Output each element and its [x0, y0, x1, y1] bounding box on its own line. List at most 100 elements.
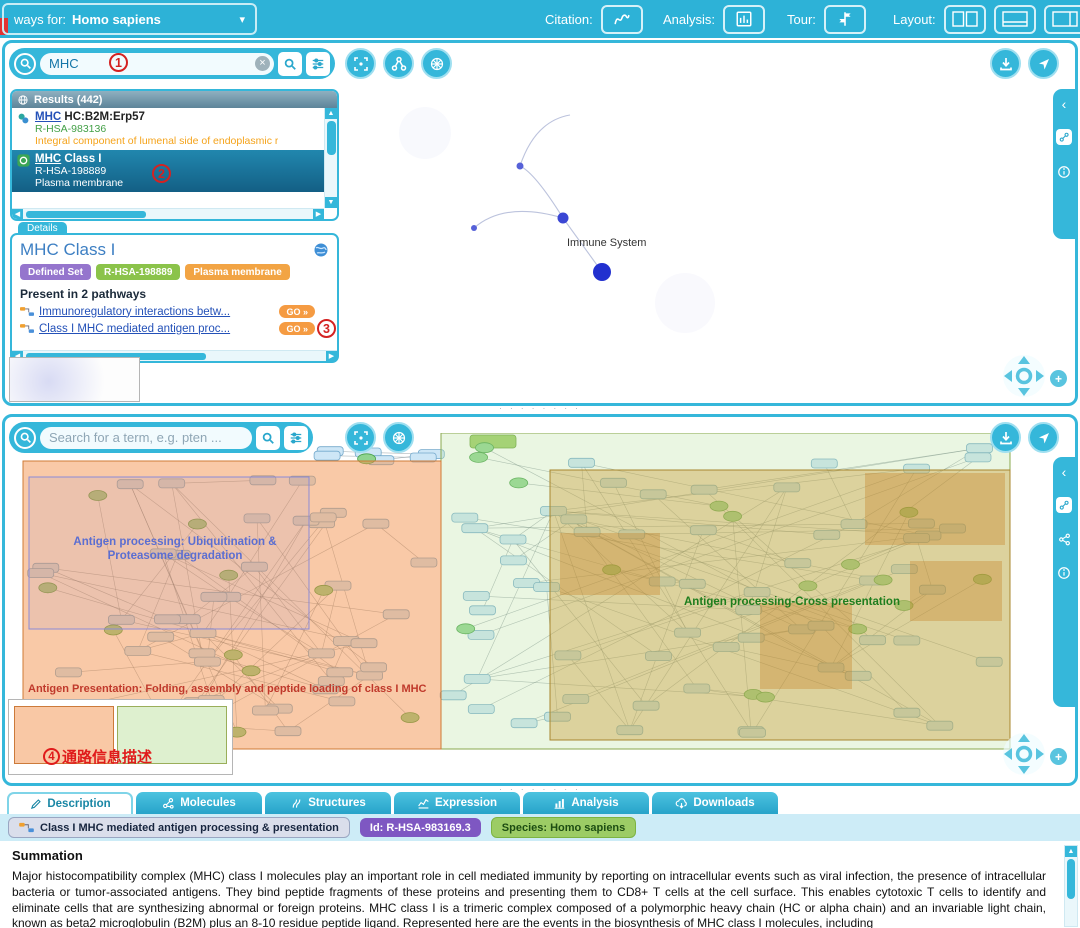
- chevron-left-icon[interactable]: ‹: [1061, 96, 1067, 112]
- search-go-button[interactable]: [256, 425, 280, 450]
- scroll-left-arrow[interactable]: ◀: [12, 351, 23, 361]
- layout-right-icon: [1051, 11, 1078, 27]
- panel-divider[interactable]: · · · · · · · ·: [499, 404, 581, 413]
- share-icon[interactable]: [1058, 533, 1071, 546]
- interactors-icon[interactable]: [1056, 129, 1072, 145]
- fit-to-screen-button[interactable]: [345, 48, 376, 79]
- results-list: MHC HC:B2M:Erp57 R-HSA-983136 Integral c…: [12, 108, 337, 212]
- tab-molecules[interactable]: Molecules: [136, 792, 262, 814]
- annotation-note-text: 通路信息描述: [62, 749, 153, 766]
- download-button[interactable]: [990, 48, 1021, 79]
- immune-system-label: Immune System: [567, 237, 646, 249]
- region-cross-presentation-overlay: [440, 433, 1011, 750]
- region-label-folding: Antigen Presentation: Folding, assembly …: [28, 683, 427, 695]
- minimap-orange-region: [14, 706, 114, 764]
- scroll-up-arrow[interactable]: ▲: [325, 108, 337, 119]
- panel-divider[interactable]: · · · · · · · ·: [499, 785, 581, 794]
- citation-button[interactable]: [600, 4, 643, 34]
- tour-label: Tour:: [787, 11, 816, 27]
- overview-search-input[interactable]: [40, 52, 274, 75]
- pathway-overview-graph[interactable]: Immune System: [385, 103, 745, 343]
- results-vertical-scrollbar[interactable]: ▲ ▼: [324, 108, 337, 208]
- layout-right-button[interactable]: [1043, 4, 1080, 34]
- zoom-in-button[interactable]: +: [1050, 370, 1067, 387]
- pathway-link[interactable]: Class I MHC mediated antigen proc...: [39, 322, 231, 335]
- scroll-thumb[interactable]: [26, 352, 206, 360]
- structure-icon: [292, 798, 301, 808]
- earth-icon[interactable]: [313, 242, 329, 258]
- pathway-name-chip[interactable]: Class I MHC mediated antigen processing …: [8, 817, 350, 838]
- results-horizontal-scrollbar[interactable]: ◀ ▶: [12, 208, 324, 219]
- layout-bottom-button[interactable]: [993, 4, 1036, 34]
- search-options-button[interactable]: [306, 51, 330, 76]
- scroll-down-arrow[interactable]: ▼: [325, 197, 337, 208]
- scroll-up-arrow[interactable]: ▲: [1065, 846, 1077, 857]
- overview-search-bar: ×: [9, 48, 335, 79]
- go-button[interactable]: GO »: [279, 322, 315, 335]
- pathway-icon: [20, 306, 34, 317]
- stable-id-badge: R-HSA-198889: [96, 264, 181, 280]
- tab-expression[interactable]: Expression: [394, 792, 520, 814]
- go-button[interactable]: GO »: [279, 305, 315, 318]
- chevron-left-icon[interactable]: ‹: [1061, 464, 1067, 480]
- diagram-search-input[interactable]: [40, 426, 252, 449]
- interactors-icon[interactable]: [1056, 497, 1072, 513]
- tab-analysis[interactable]: Analysis: [523, 792, 649, 814]
- immune-system-node[interactable]: [593, 263, 611, 281]
- network-button[interactable]: [383, 422, 414, 453]
- layout-split-button[interactable]: [943, 4, 986, 34]
- pathway-node[interactable]: [557, 212, 569, 224]
- result-item-complex[interactable]: MHC HC:B2M:Erp57 R-HSA-983136 Integral c…: [12, 108, 337, 150]
- species-badge: Species: Homo sapiens: [490, 817, 637, 838]
- fit-to-screen-button[interactable]: [345, 422, 376, 453]
- analysis-group: Analysis:: [663, 0, 766, 38]
- result-item-mhc-class-i[interactable]: MHC Class I R-HSA-198889 Plasma membrane: [12, 150, 337, 192]
- compartment-badge: Plasma membrane: [185, 264, 290, 280]
- details-horizontal-scrollbar[interactable]: ◀ ▶: [12, 350, 337, 361]
- summation-scrollbar[interactable]: ▲: [1064, 845, 1078, 927]
- tab-downloads[interactable]: Downloads: [652, 792, 778, 814]
- details-tab[interactable]: Details: [18, 222, 67, 235]
- scroll-left-arrow[interactable]: ◀: [12, 209, 23, 219]
- search-options-button[interactable]: [284, 425, 308, 450]
- diagram-navigation-pad[interactable]: [1001, 731, 1047, 777]
- zoom-in-button[interactable]: +: [1050, 748, 1067, 765]
- compass-button[interactable]: [1028, 422, 1059, 453]
- scroll-thumb[interactable]: [327, 121, 336, 155]
- overview-navigation-pad[interactable]: [1001, 353, 1047, 399]
- pathway-node[interactable]: [516, 162, 524, 170]
- top-toolbar: ways for: Homo sapiens ▾ Citation: Analy…: [0, 0, 1080, 38]
- scroll-right-arrow[interactable]: ▶: [313, 209, 324, 219]
- tour-button[interactable]: [823, 4, 866, 34]
- pathway-infobar: Class I MHC mediated antigen processing …: [0, 814, 1080, 841]
- citation-label: Citation:: [545, 11, 593, 27]
- pathway-link[interactable]: Immunoregulatory interactions betw...: [39, 305, 231, 318]
- citation-group: Citation:: [545, 0, 643, 38]
- pathway-id-badge: Id: R-HSA-983169.3: [359, 818, 481, 837]
- result-link[interactable]: MHC: [35, 153, 62, 165]
- region-ubiquitination-overlay: [28, 476, 310, 630]
- overview-minimap[interactable]: [9, 357, 140, 402]
- search-go-button[interactable]: [278, 51, 302, 76]
- info-icon[interactable]: [1057, 165, 1071, 179]
- hierarchy-button[interactable]: [383, 48, 414, 79]
- pathway-node[interactable]: [471, 225, 477, 231]
- network-button[interactable]: [421, 48, 452, 79]
- result-link[interactable]: MHC: [35, 111, 62, 123]
- result-id: R-HSA-983136: [35, 123, 107, 135]
- tab-structures[interactable]: Structures: [265, 792, 391, 814]
- tour-group: Tour:: [787, 0, 866, 38]
- analysis-button[interactable]: [723, 4, 766, 34]
- annotation-step-4: 4: [43, 748, 60, 765]
- download-button[interactable]: [990, 422, 1021, 453]
- scroll-thumb[interactable]: [26, 210, 146, 218]
- compass-button[interactable]: [1028, 48, 1059, 79]
- tab-description[interactable]: Description: [7, 792, 133, 814]
- search-results-panel: Results (442) MHC HC:B2M:Erp57 R-HSA-983…: [10, 89, 339, 221]
- scroll-right-arrow[interactable]: ▶: [326, 351, 337, 361]
- clear-icon[interactable]: ×: [255, 55, 270, 71]
- scroll-thumb[interactable]: [1067, 859, 1075, 899]
- species-selector[interactable]: ways for: Homo sapiens ▾: [2, 3, 257, 35]
- diagram-minimap[interactable]: 4 通路信息描述: [8, 699, 233, 775]
- info-icon[interactable]: [1057, 566, 1071, 580]
